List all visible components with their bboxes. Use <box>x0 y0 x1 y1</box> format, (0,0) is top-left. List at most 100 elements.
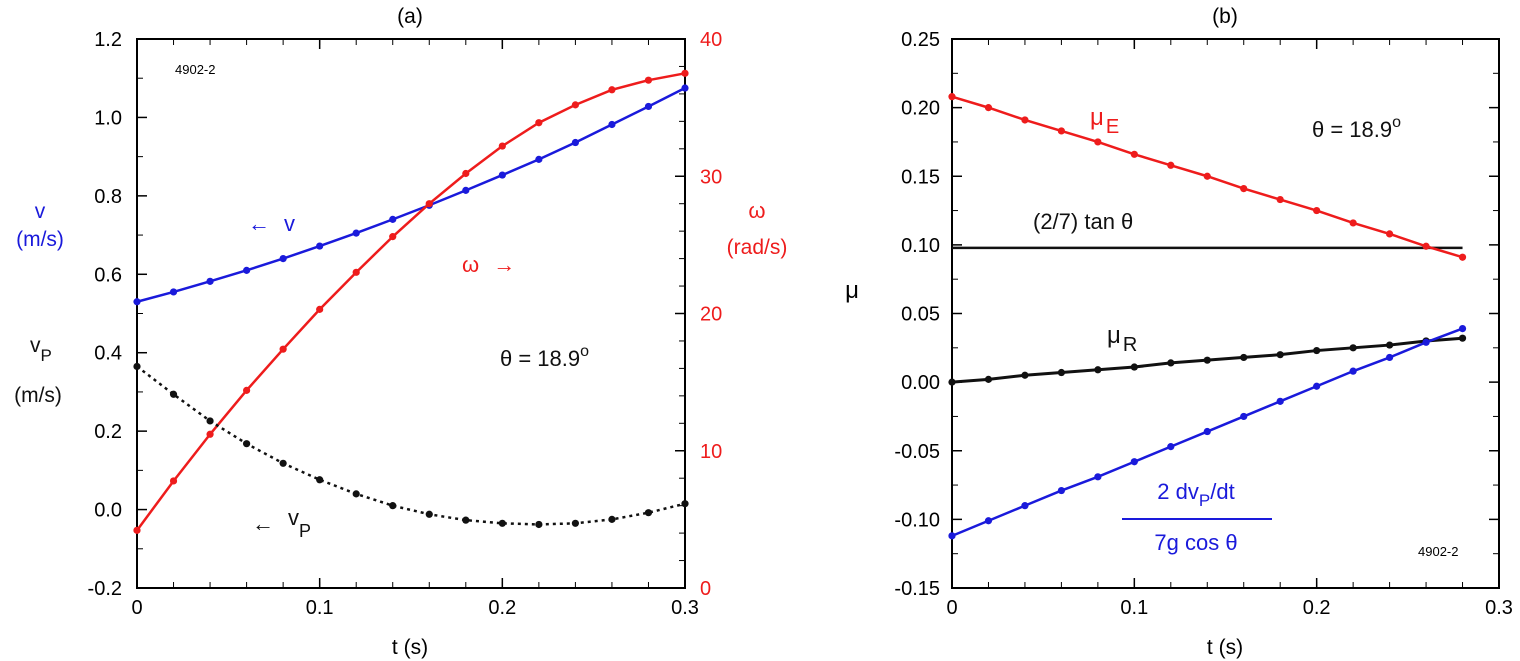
x-tick-label: 0.2 <box>1303 597 1331 619</box>
y-tick-label-right: 40 <box>700 29 722 51</box>
x-tick-label: 0.3 <box>671 597 699 619</box>
data-point-vP <box>681 500 689 508</box>
data-point-ω <box>608 86 616 94</box>
x-tick-label: 0 <box>946 597 957 619</box>
data-point-vP <box>279 459 287 467</box>
data-point-1 <box>1276 351 1284 359</box>
y-tick-label: 0.15 <box>901 166 940 188</box>
data-point-2 <box>1313 382 1321 390</box>
reference-line-label: (2/7) tan θ <box>1033 209 1133 234</box>
data-point-1 <box>1349 344 1357 352</box>
data-point-2 <box>984 517 993 525</box>
data-point-1 <box>1021 371 1029 379</box>
y-tick-label-left: 0.2 <box>94 421 122 443</box>
data-point-2 <box>1422 338 1430 346</box>
data-point-v <box>279 255 287 263</box>
data-point-2 <box>1240 412 1248 421</box>
data-point-1 <box>948 378 956 386</box>
y-tick-label-left: 0.0 <box>94 500 122 522</box>
x-tick-label: 0 <box>131 597 142 619</box>
data-point-ω <box>206 430 214 438</box>
data-point-ω <box>681 69 689 77</box>
data-point-0 <box>1057 127 1065 135</box>
data-point-ω <box>389 233 397 241</box>
y-tick-label: -0.10 <box>894 509 940 531</box>
data-point-2 <box>1203 427 1211 436</box>
data-point-vP <box>462 516 470 524</box>
data-point-1 <box>1094 366 1102 374</box>
ylabel-v-symbol: v <box>35 200 46 223</box>
data-point-v <box>133 298 141 306</box>
panel-b-id-label: 4902-2 <box>1418 544 1458 559</box>
data-point-v <box>535 155 543 163</box>
data-point-v <box>389 215 397 223</box>
series-label-v: ← v <box>248 211 295 236</box>
data-point-v <box>644 102 653 111</box>
data-point-2 <box>1276 397 1284 405</box>
ylabel-v-unit: (m/s) <box>16 228 64 251</box>
series-line-ω <box>135 72 686 532</box>
data-point-2 <box>1094 473 1102 481</box>
data-point-v <box>243 266 251 274</box>
data-point-0 <box>1313 206 1321 215</box>
data-point-vP <box>352 490 360 498</box>
data-point-2 <box>1130 458 1138 466</box>
data-point-vP <box>425 510 433 518</box>
data-point-0 <box>1276 195 1284 204</box>
y-tick-label-right: 20 <box>700 304 722 326</box>
series-label-vp: ← vP <box>252 505 311 541</box>
data-point-v <box>571 138 580 147</box>
data-point-0 <box>1422 242 1430 250</box>
fraction-denominator: 7g cos θ <box>1154 530 1237 555</box>
data-point-1 <box>1130 363 1138 371</box>
panel-a-series <box>133 69 689 534</box>
data-point-vP <box>316 476 324 484</box>
y-tick-label-left: 0.8 <box>94 186 122 208</box>
panel-b-ylabel: μ <box>845 277 859 304</box>
data-point-v <box>681 84 689 92</box>
data-point-ω <box>644 76 653 84</box>
data-point-v <box>498 171 506 179</box>
data-point-vP <box>389 502 397 510</box>
panel-a-id-label: 4902-2 <box>175 62 215 77</box>
data-point-2 <box>948 532 956 540</box>
y-tick-label-right: 0 <box>700 578 711 600</box>
data-point-2 <box>1167 443 1175 451</box>
data-point-v <box>316 242 324 250</box>
data-point-0 <box>1167 161 1175 169</box>
data-point-vP <box>133 362 141 371</box>
data-point-1 <box>1386 341 1394 349</box>
panel-a-frame <box>136 38 686 589</box>
y-tick-label-left: 0.4 <box>94 343 122 365</box>
data-point-ω <box>169 477 178 485</box>
panel-b-series <box>948 93 1467 540</box>
data-point-ω <box>133 526 141 534</box>
y-tick-label: 0.10 <box>901 235 940 257</box>
x-tick-label: 0.2 <box>488 597 516 619</box>
y-tick-label: -0.15 <box>894 578 940 600</box>
panel-a: (a) 0 0.1 0.2 0.3-0.20.00.20.40.60.81.01.20… <box>14 5 787 659</box>
data-point-0 <box>948 93 956 101</box>
data-point-1 <box>1057 368 1065 377</box>
x-tick-label: 0.3 <box>1485 597 1513 619</box>
data-point-2 <box>1021 502 1029 510</box>
data-point-1 <box>1458 334 1467 342</box>
data-point-1 <box>1203 356 1211 364</box>
data-point-v <box>608 120 616 129</box>
y-tick-label: 0.00 <box>901 372 940 394</box>
panel-b: (b) 0 0.1 0.2 0.3 -0.15 -0.10 -0.05 0.00 0.05 0.1… <box>845 5 1513 659</box>
ylabel-omega-symbol: ω <box>748 198 765 223</box>
x-tick-label: 0.1 <box>1120 597 1148 619</box>
data-point-0 <box>1130 150 1138 158</box>
data-point-0 <box>1386 230 1394 238</box>
y-tick-label: 0.25 <box>901 29 940 51</box>
data-point-ω <box>498 142 506 150</box>
data-point-ω <box>425 200 433 208</box>
data-point-v <box>352 229 360 237</box>
panel-a-text: 0 0.1 0.2 0.3 -0.2 0.0 0.2 0.4 0.6 0.8 1.0 1.2 0 10 20… <box>88 29 723 619</box>
data-point-2 <box>1458 324 1467 333</box>
y-tick-label: -0.05 <box>894 441 940 463</box>
data-point-vP <box>169 390 178 398</box>
panel-b-text: 0 0.1 0.2 0.3 -0.15 -0.10 -0.05 0.00 0.05 0.10 0.1… <box>894 29 1513 619</box>
